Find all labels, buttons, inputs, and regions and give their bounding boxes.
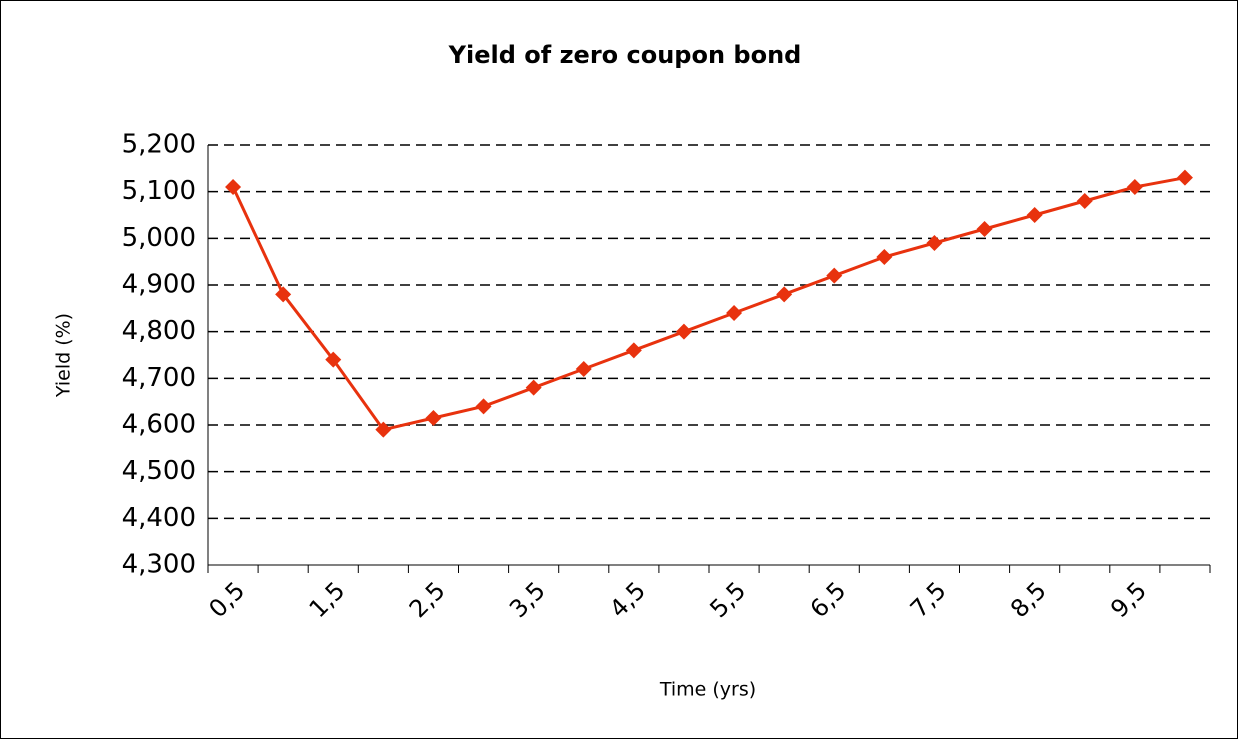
- chart-title: Yield of zero coupon bond: [448, 41, 802, 69]
- series-marker: [275, 286, 292, 303]
- y-tick-label: 5,200: [122, 130, 196, 160]
- y-tick-label: 4,600: [122, 410, 196, 440]
- y-tick-label: 4,500: [122, 456, 196, 486]
- series-marker: [375, 421, 392, 438]
- series-marker: [1026, 207, 1043, 223]
- series-marker: [425, 410, 442, 426]
- series-marker: [1126, 179, 1143, 195]
- series-marker: [325, 351, 342, 368]
- series-marker: [575, 361, 592, 377]
- y-tick-label: 4,400: [122, 503, 196, 533]
- series-marker: [876, 249, 893, 265]
- series-marker: [475, 398, 492, 415]
- y-tick-label: 4,300: [122, 550, 196, 580]
- y-axis-label: Yield (%): [53, 313, 75, 398]
- y-tick-label: 4,900: [122, 270, 196, 300]
- x-axis-label: Time (yrs): [659, 679, 756, 701]
- series-marker: [525, 379, 542, 396]
- series-marker: [926, 235, 943, 251]
- series-marker: [625, 342, 642, 359]
- series-marker: [675, 323, 692, 340]
- series-marker: [826, 267, 843, 284]
- series-marker: [1076, 193, 1093, 209]
- series-line: [231, 176, 1186, 432]
- series-marker: [225, 179, 242, 195]
- y-tick-label: 4,700: [122, 363, 196, 393]
- series-marker: [726, 305, 743, 321]
- y-tick-label: 5,100: [122, 176, 196, 206]
- series-marker: [776, 286, 793, 303]
- series-marker: [1176, 169, 1193, 186]
- series-marker: [976, 221, 993, 237]
- y-tick-label: 4,800: [122, 316, 196, 346]
- y-tick-label: 5,000: [122, 223, 196, 253]
